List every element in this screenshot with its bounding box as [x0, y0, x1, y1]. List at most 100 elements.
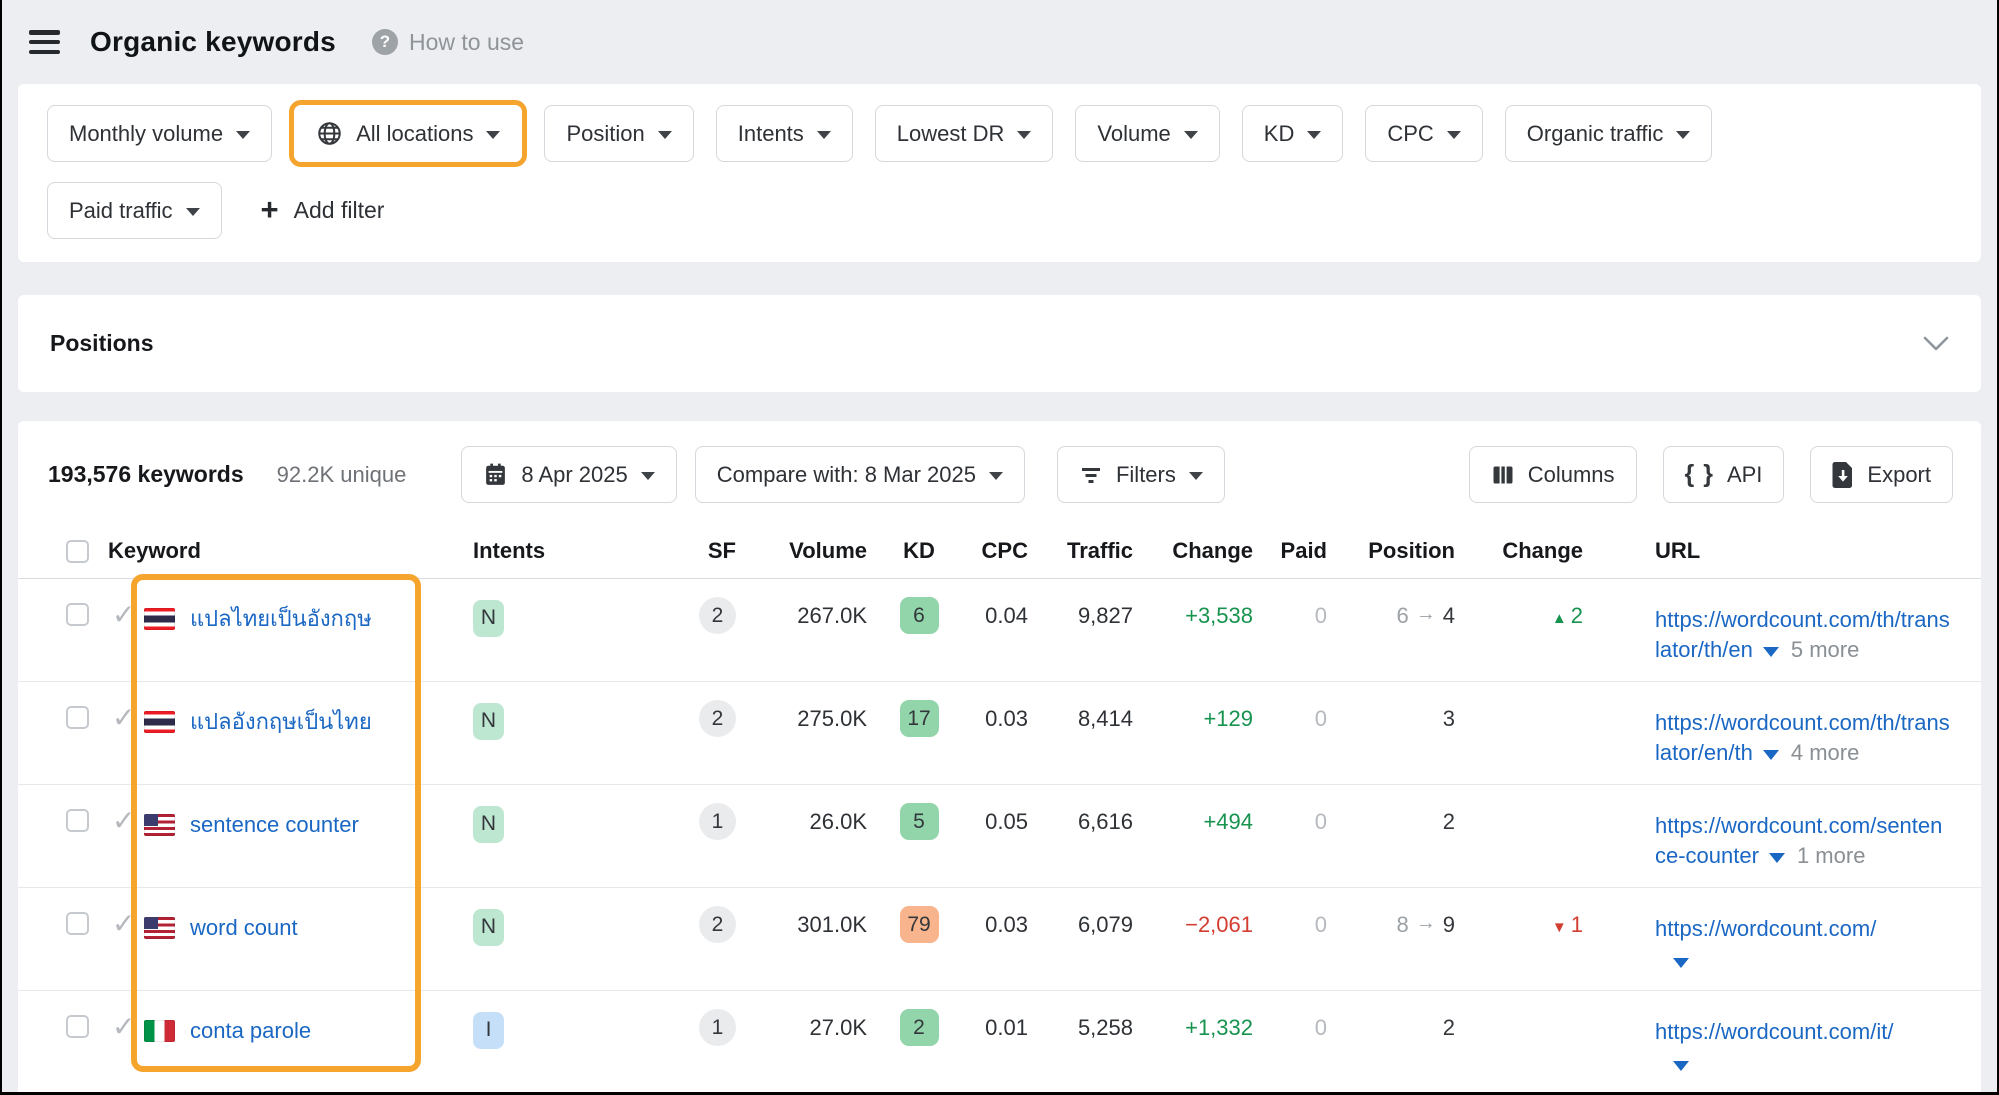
- positions-panel[interactable]: Positions: [18, 295, 1981, 392]
- column-header-kd[interactable]: KD: [903, 538, 935, 563]
- column-header-intents[interactable]: Intents: [473, 538, 546, 563]
- how-to-use-link[interactable]: ? How to use: [371, 28, 525, 56]
- cpc-value: 0.03: [985, 706, 1028, 731]
- compare-with-label: Compare with: 8 Mar 2025: [716, 461, 976, 487]
- filter-row-1: Monthly volume All locations Position In…: [42, 100, 1957, 167]
- row-checkmark: ✓: [112, 805, 136, 836]
- url-caret-icon[interactable]: [1673, 1060, 1689, 1071]
- url-caret-icon[interactable]: [1762, 646, 1779, 657]
- add-filter-button[interactable]: + Add filter: [261, 194, 385, 225]
- url-more-link[interactable]: 4 more: [1790, 739, 1860, 765]
- column-header-paid[interactable]: Paid: [1280, 538, 1327, 563]
- column-header-url[interactable]: URL: [1655, 538, 1701, 563]
- braces-icon: { }: [1684, 460, 1714, 488]
- url-link[interactable]: https://wordcount.com/it/: [1655, 1019, 1894, 1044]
- toolbar-right-group: Columns { } API Export: [1468, 446, 1953, 503]
- column-header-volume[interactable]: Volume: [789, 538, 867, 563]
- filter-label: Intents: [737, 120, 804, 146]
- traffic-value: 9,827: [1077, 603, 1133, 628]
- filter-button[interactable]: KD: [1241, 105, 1344, 162]
- column-header-cpc[interactable]: CPC: [981, 538, 1028, 563]
- keywords-count: 193,576 keywords: [48, 461, 244, 487]
- filter-dropdown-all-locations: All locations: [289, 100, 528, 167]
- date-picker-label: 8 Apr 2025: [521, 461, 628, 487]
- date-picker-button[interactable]: 8 Apr 2025: [461, 446, 677, 503]
- url-caret-icon[interactable]: [1673, 957, 1689, 968]
- unique-count: 92.2K unique: [276, 461, 407, 487]
- keyword-link[interactable]: แปลอังกฤษเป็นไทย: [190, 709, 372, 734]
- compare-with-button[interactable]: Compare with: 8 Mar 2025: [694, 446, 1025, 503]
- url-more-link[interactable]: 1 more: [1796, 842, 1866, 868]
- filter-button[interactable]: Intents: [715, 105, 853, 162]
- filter-button[interactable]: CPC: [1365, 105, 1483, 162]
- keyword-link[interactable]: word count: [190, 915, 298, 940]
- row-checkbox[interactable]: [66, 706, 89, 729]
- globe-icon: [316, 120, 343, 147]
- filter-button[interactable]: Organic traffic: [1504, 105, 1713, 162]
- chevron-down-icon[interactable]: [1923, 336, 1949, 352]
- calendar-icon: [483, 462, 508, 487]
- chevron-down-icon: [816, 131, 831, 139]
- keywords-table-panel: 193,576 keywords 92.2K unique 8 Apr 2025…: [18, 421, 1981, 1092]
- table-row: ✓ แปลอังกฤษเป็นไทย N 2 275.0K 17 0.03 8,…: [18, 682, 1981, 785]
- url-caret-icon[interactable]: [1768, 852, 1785, 863]
- column-header-traffic[interactable]: Traffic: [1066, 538, 1133, 563]
- export-button-label: Export: [1867, 461, 1931, 487]
- position-change: ▲ 2: [1552, 603, 1583, 629]
- keyword-link[interactable]: แปลไทยเป็นอังกฤษ: [190, 606, 372, 631]
- hamburger-menu-icon[interactable]: [29, 30, 60, 54]
- position-new: 9: [1442, 912, 1455, 937]
- filter-label: Position: [566, 120, 645, 146]
- filter-row-2: Paid traffic + Add filter: [42, 177, 1957, 244]
- how-to-use-label: How to use: [408, 28, 525, 55]
- row-checkbox[interactable]: [66, 912, 89, 935]
- filter-button[interactable]: Lowest DR: [874, 105, 1054, 162]
- url-link[interactable]: https://wordcount.com/: [1655, 916, 1877, 941]
- url-more-link[interactable]: 5 more: [1790, 636, 1860, 662]
- filter-dropdown-paid-traffic: Paid traffic: [42, 177, 227, 244]
- intent-badge: N: [473, 908, 504, 946]
- volume-value: 275.0K: [797, 706, 867, 731]
- table-header-row: Keyword Intents SF Volume KD CPC Traffic…: [18, 524, 1981, 579]
- column-header-change[interactable]: Change: [1172, 538, 1253, 563]
- url-caret-icon[interactable]: [1762, 749, 1779, 760]
- column-header-change-2[interactable]: Change: [1502, 538, 1583, 563]
- position-new: 2: [1442, 809, 1455, 834]
- chevron-down-icon: [185, 208, 200, 216]
- row-checkmark: ✓: [112, 702, 136, 733]
- paid-traffic-filter-button[interactable]: Paid traffic: [47, 182, 222, 239]
- url-link[interactable]: https://wordcount.com/sentence-counter: [1655, 813, 1943, 868]
- filter-button[interactable]: Volume: [1075, 105, 1220, 162]
- columns-button[interactable]: Columns: [1468, 446, 1637, 503]
- keyword-link[interactable]: sentence counter: [190, 812, 359, 837]
- column-header-sf[interactable]: SF: [707, 538, 736, 563]
- position-change-triangle-icon: ▼: [1551, 919, 1567, 936]
- cpc-value: 0.01: [985, 1015, 1028, 1040]
- chevron-down-icon: [657, 131, 672, 139]
- country-flag-icon: [144, 711, 175, 733]
- select-all-checkbox[interactable]: [66, 539, 89, 563]
- filters-button[interactable]: Filters: [1056, 446, 1225, 503]
- filter-dropdown-kd: KD: [1237, 100, 1349, 167]
- paid-value: 0: [1314, 912, 1327, 937]
- row-checkbox[interactable]: [66, 1015, 89, 1038]
- filter-button[interactable]: All locations: [294, 105, 523, 162]
- filter-button[interactable]: Monthly volume: [47, 105, 273, 162]
- sf-badge: 1: [699, 1009, 736, 1046]
- keyword-link[interactable]: conta parole: [190, 1018, 312, 1043]
- row-checkbox[interactable]: [66, 809, 89, 832]
- api-button[interactable]: { } API: [1662, 446, 1785, 503]
- filter-lines-icon: [1079, 465, 1103, 485]
- cpc-value: 0.05: [985, 809, 1028, 834]
- filter-dropdown-position: Position: [539, 100, 698, 167]
- url-link[interactable]: https://wordcount.com/th/translator/en/t…: [1655, 710, 1950, 765]
- column-header-position[interactable]: Position: [1368, 538, 1455, 563]
- export-button[interactable]: Export: [1810, 446, 1953, 503]
- row-checkbox[interactable]: [66, 603, 89, 626]
- table-row: ✓ word count N 2 301.0K 79 0.03 6,079 −2…: [18, 888, 1981, 991]
- position-old: 8: [1396, 912, 1409, 937]
- filter-button[interactable]: Position: [544, 105, 694, 162]
- url-link[interactable]: https://wordcount.com/th/translator/th/e…: [1655, 607, 1950, 662]
- volume-value: 27.0K: [809, 1015, 868, 1040]
- column-header-keyword[interactable]: Keyword: [108, 538, 201, 563]
